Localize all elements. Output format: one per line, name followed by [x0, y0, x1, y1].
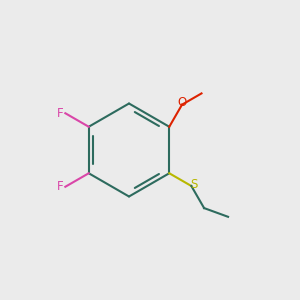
Text: O: O [177, 96, 187, 109]
Text: S: S [190, 178, 197, 191]
Text: F: F [57, 107, 63, 120]
Text: F: F [57, 180, 63, 193]
